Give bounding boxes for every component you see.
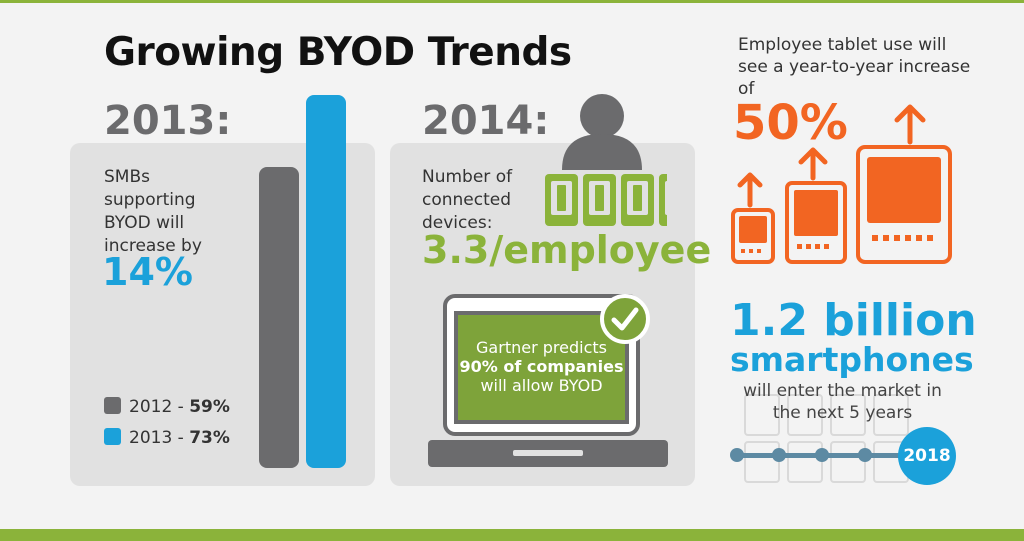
smartphones-label: smartphones (730, 340, 974, 379)
smb-increase-value: 14% (102, 250, 193, 294)
tablet-increase-value: 50% (733, 95, 848, 151)
laptop-screen (454, 311, 629, 424)
smartphones-count: 1.2 billion (730, 295, 977, 346)
person-icon (562, 94, 642, 170)
timeline-dot (730, 448, 744, 462)
tablet-growth-graphic (731, 104, 952, 264)
checkmark-badge (600, 294, 650, 344)
gartner-prediction: Gartner predicts 90% of companies will a… (454, 338, 629, 395)
laptop-base-slot (513, 450, 583, 456)
bar-2013 (306, 95, 346, 468)
tablet-use-description: Employee tablet use will see a year-to-y… (738, 35, 971, 99)
legend-value-2012: 59% (189, 397, 230, 417)
legend-value-2013: 73% (189, 428, 230, 448)
legend-swatch-2012 (104, 397, 121, 414)
timeline-dot (815, 448, 829, 462)
phone-icon (545, 174, 667, 226)
connected-devices-label: Number of connected devices: (422, 167, 513, 233)
bottom-accent-bar (0, 529, 1024, 541)
year-2014-heading: 2014: (422, 98, 550, 144)
legend-year-2013: 2013 - (129, 428, 190, 448)
legend-year-2012: 2012 - (129, 397, 190, 417)
bar-2012 (259, 166, 299, 468)
smb-description: SMBs supporting BYOD will increase by (104, 167, 202, 256)
timeline-dot (772, 448, 786, 462)
year-2018-badge: 2018 (898, 427, 956, 485)
gartner-line-2: 90% of companies (459, 357, 624, 376)
market-entry-text: will enter the market in the next 5 year… (743, 381, 942, 423)
legend-2012: 2012 - 59% (104, 397, 230, 417)
timeline-dot (858, 448, 872, 462)
top-accent-line (0, 0, 1024, 3)
checkmark-icon (611, 307, 639, 331)
gartner-line-3: will allow BYOD (480, 376, 603, 395)
devices-per-employee-value: 3.3/employee (422, 228, 712, 272)
gartner-line-1: Gartner predicts (476, 338, 607, 357)
legend-swatch-2013 (104, 428, 121, 445)
legend-2013: 2013 - 73% (104, 428, 230, 448)
year-2013-heading: 2013: (104, 98, 232, 144)
page-title: Growing BYOD Trends (104, 30, 572, 75)
